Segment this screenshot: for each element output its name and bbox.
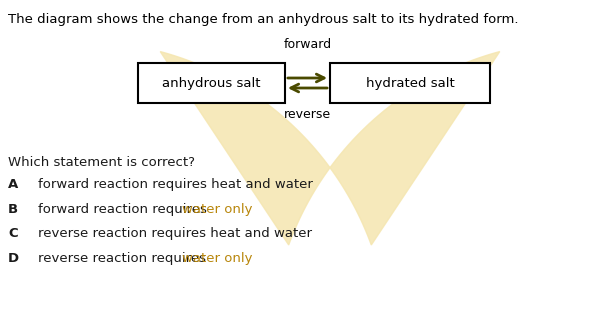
Text: water only: water only bbox=[181, 252, 252, 265]
Text: B: B bbox=[8, 203, 18, 216]
Text: forward reaction requires: forward reaction requires bbox=[38, 203, 211, 216]
Text: A: A bbox=[8, 178, 18, 191]
Text: reverse reaction requires: reverse reaction requires bbox=[38, 252, 210, 265]
Text: D: D bbox=[8, 252, 19, 265]
Text: reverse reaction requires heat and water: reverse reaction requires heat and water bbox=[38, 227, 312, 240]
Bar bbox=[330, 63, 490, 103]
Bar bbox=[138, 63, 285, 103]
Text: water only: water only bbox=[181, 203, 252, 216]
Text: hydrated salt: hydrated salt bbox=[365, 76, 455, 90]
Text: The diagram shows the change from an anhydrous salt to its hydrated form.: The diagram shows the change from an anh… bbox=[8, 13, 518, 26]
Polygon shape bbox=[160, 52, 500, 245]
Text: C: C bbox=[8, 227, 18, 240]
Text: forward reaction requires heat and water: forward reaction requires heat and water bbox=[38, 178, 313, 191]
Text: anhydrous salt: anhydrous salt bbox=[162, 76, 261, 90]
Text: reverse: reverse bbox=[284, 108, 331, 121]
Text: Which statement is correct?: Which statement is correct? bbox=[8, 156, 195, 169]
Text: forward: forward bbox=[283, 38, 331, 51]
